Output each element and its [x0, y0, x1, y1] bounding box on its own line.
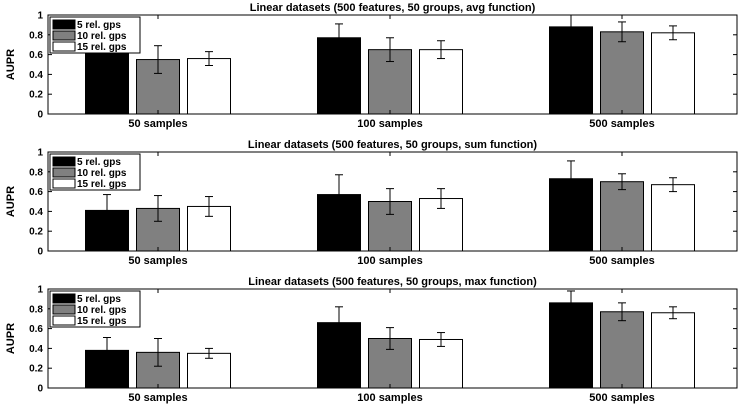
y-axis-label: AUPR: [5, 323, 17, 354]
y-tick-label: 0.4: [29, 70, 43, 81]
x-category-label: 100 samples: [357, 392, 422, 404]
bar-5-rel-gps-1: [85, 48, 129, 115]
legend-label: 15 rel. gps: [77, 179, 127, 190]
legend-swatch: [52, 30, 76, 41]
chart-panel-1: Linear datasets (500 features, 50 groups…: [5, 2, 738, 130]
bar-15-rel-gps-1: [187, 352, 231, 389]
legend-swatch: [52, 178, 76, 189]
bar-15-rel-gps-3: [651, 184, 695, 252]
y-tick-label: 0.2: [29, 90, 43, 101]
legend-label: 10 rel. gps: [77, 305, 127, 316]
chart-panel-3: Linear datasets (500 features, 50 groups…: [5, 276, 738, 404]
y-tick-label: 1: [37, 148, 43, 159]
bar-15-rel-gps-1: [187, 58, 231, 115]
legend-swatch: [52, 293, 76, 304]
y-tick-label: 0.8: [29, 30, 43, 41]
y-tick-label: 0.2: [29, 364, 43, 375]
bar-5-rel-gps-3: [549, 26, 593, 115]
plot-frame: [47, 288, 738, 389]
y-axis-label: AUPR: [5, 49, 17, 80]
legend-label: 10 rel. gps: [77, 168, 127, 179]
x-category-label: 50 samples: [128, 118, 187, 130]
legend-label: 5 rel. gps: [77, 157, 121, 168]
legend-swatch: [52, 304, 76, 315]
x-category-label: 50 samples: [128, 255, 187, 267]
chart-panel-2: Linear datasets (500 features, 50 groups…: [5, 139, 738, 267]
plot-frame: [47, 14, 738, 115]
x-category-label: 100 samples: [357, 255, 422, 267]
y-tick-label: 0.4: [29, 344, 43, 355]
bar-15-rel-gps-3: [651, 32, 695, 115]
legend-swatch: [52, 41, 76, 52]
bar-10-rel-gps-3: [600, 181, 644, 252]
chart-title: Linear datasets (500 features, 50 groups…: [250, 2, 536, 14]
legend-label: 10 rel. gps: [77, 31, 127, 42]
y-tick-label: 0.6: [29, 50, 43, 61]
y-tick-label: 0: [37, 247, 43, 258]
legend-swatch: [52, 315, 76, 326]
legend-label: 15 rel. gps: [77, 316, 127, 327]
legend-label: 5 rel. gps: [77, 20, 121, 31]
y-tick-label: 1: [37, 11, 43, 22]
legend-label: 5 rel. gps: [77, 294, 121, 305]
bar-15-rel-gps-2: [419, 338, 463, 389]
y-tick-label: 1: [37, 285, 43, 296]
y-tick-label: 0: [37, 384, 43, 395]
y-tick-label: 0.6: [29, 187, 43, 198]
plot-frame: [47, 151, 738, 252]
legend-swatch: [52, 156, 76, 167]
y-tick-label: 0.8: [29, 167, 43, 178]
bar-10-rel-gps-3: [600, 311, 644, 389]
y-axis-label: AUPR: [5, 186, 17, 217]
legend-swatch: [52, 19, 76, 30]
y-tick-label: 0.2: [29, 227, 43, 238]
bar-10-rel-gps-3: [600, 31, 644, 115]
x-category-label: 500 samples: [589, 392, 654, 404]
y-tick-label: 0.4: [29, 207, 43, 218]
x-category-label: 50 samples: [128, 392, 187, 404]
x-category-label: 100 samples: [357, 118, 422, 130]
legend-swatch: [52, 167, 76, 178]
bar-5-rel-gps-3: [549, 302, 593, 389]
chart-title: Linear datasets (500 features, 50 groups…: [248, 276, 537, 288]
chart-title: Linear datasets (500 features, 50 groups…: [248, 139, 537, 151]
x-category-label: 500 samples: [589, 255, 654, 267]
y-tick-label: 0: [37, 110, 43, 121]
bar-15-rel-gps-3: [651, 312, 695, 389]
legend-label: 15 rel. gps: [77, 42, 127, 53]
x-category-label: 500 samples: [589, 118, 654, 130]
y-tick-label: 0.8: [29, 304, 43, 315]
y-tick-label: 0.6: [29, 324, 43, 335]
bar-15-rel-gps-2: [419, 49, 463, 115]
